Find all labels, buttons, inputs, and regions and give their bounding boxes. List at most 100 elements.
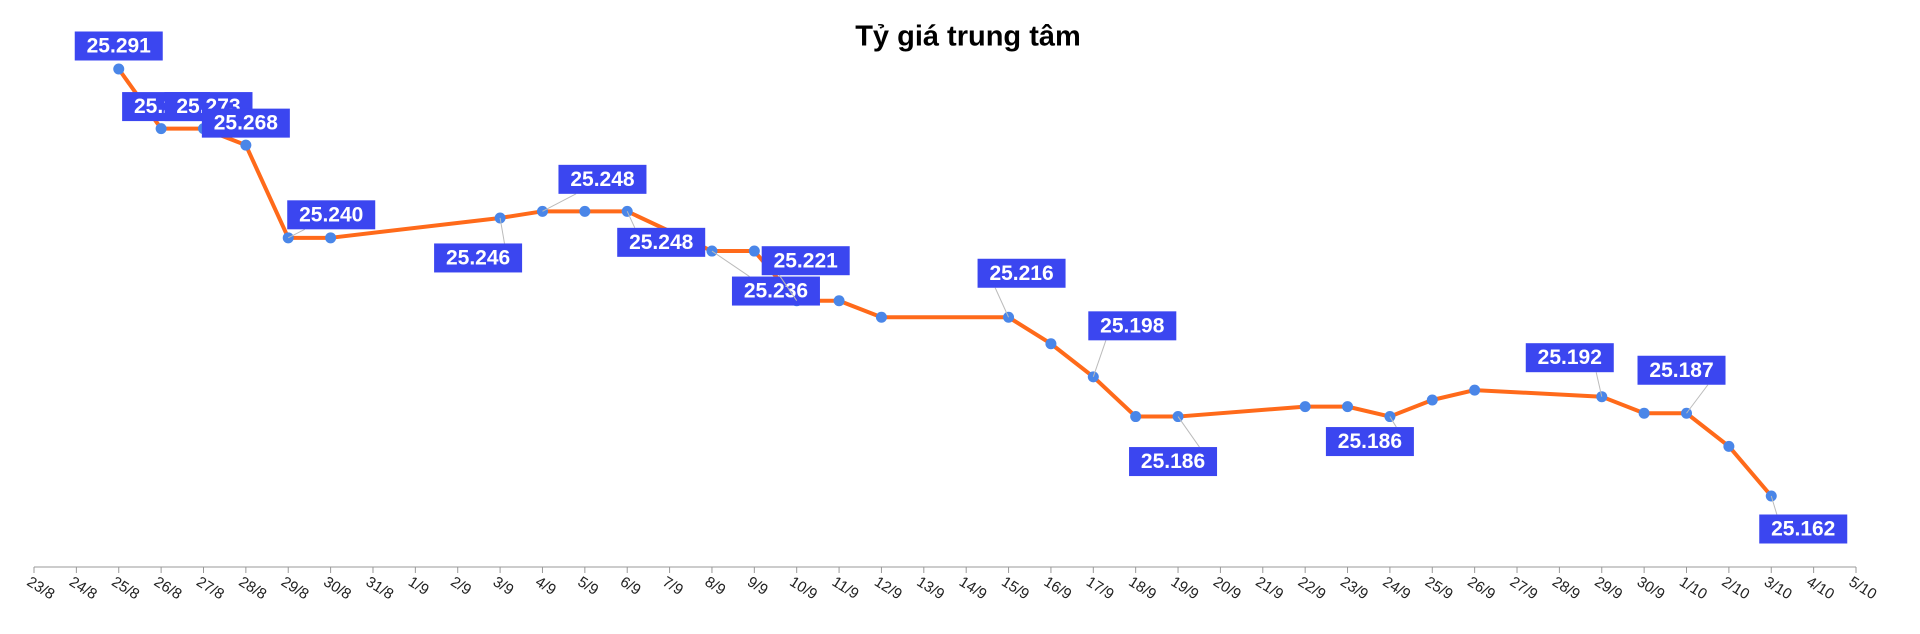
- point: [833, 295, 845, 307]
- x-tick-label: 19/9: [1168, 573, 1202, 603]
- value-label-box: [617, 227, 706, 257]
- value-label-box: [287, 200, 376, 230]
- x-tick-label: 2/10: [1719, 573, 1753, 603]
- x-tick-label: 26/9: [1464, 573, 1498, 603]
- x-tick-label: 30/9: [1634, 573, 1668, 603]
- line-segment: [1387, 398, 1435, 419]
- value-label-box: [977, 258, 1066, 288]
- leader-line: [1092, 340, 1107, 378]
- x-tick-label: 5/9: [575, 573, 602, 598]
- line-segment: [1472, 388, 1604, 399]
- value-label: 25.236: [744, 280, 808, 303]
- x-tick-label: 7/9: [659, 573, 686, 598]
- x-tick-label: 25/9: [1422, 573, 1456, 603]
- value-label: 25.198: [1100, 314, 1165, 337]
- line-segment: [1345, 404, 1392, 419]
- x-tick-label: 4/9: [532, 573, 559, 598]
- x-tick-label: 4/10: [1803, 573, 1837, 603]
- value-label-box: [1637, 355, 1726, 385]
- value-label: 25.186: [1141, 450, 1205, 473]
- x-tick-label: 10/9: [786, 573, 820, 603]
- x-tick-label: 21/9: [1253, 573, 1287, 603]
- value-label-box: [558, 164, 647, 194]
- x-tick-label: 3/9: [490, 573, 517, 598]
- value-label-box: [1325, 427, 1414, 457]
- x-tick-label: 13/9: [914, 573, 948, 603]
- line-segment: [1599, 394, 1647, 416]
- x-tick-label: 6/9: [617, 573, 644, 598]
- point: [748, 245, 760, 257]
- value-label: 25.221: [774, 249, 839, 272]
- value-label: 25.192: [1538, 346, 1602, 369]
- line-segment: [1684, 411, 1731, 449]
- x-tick-label: 18/9: [1125, 573, 1159, 603]
- point: [1469, 384, 1481, 396]
- leader-line: [626, 211, 636, 229]
- point: [579, 205, 591, 217]
- value-label-box: [74, 31, 163, 61]
- point: [1638, 407, 1650, 419]
- x-tick-label: 9/9: [744, 573, 771, 598]
- leader-line: [778, 274, 798, 301]
- value-label: 25.248: [570, 168, 635, 191]
- point: [325, 232, 337, 244]
- leader-line: [1686, 384, 1709, 414]
- x-tick-label: 11/9: [829, 573, 862, 602]
- value-label: 25.216: [989, 262, 1053, 285]
- value-label: 25.291: [87, 35, 152, 58]
- line-segment: [837, 298, 884, 320]
- x-tick-label: 28/9: [1549, 573, 1583, 603]
- x-tick-label: 3/10: [1761, 573, 1795, 603]
- x-tick-label: 1/10: [1676, 573, 1710, 603]
- x-tick-label: 24/9: [1380, 573, 1414, 603]
- value-label-box: [761, 246, 850, 276]
- value-label-box: [1525, 343, 1614, 373]
- leader-line: [499, 217, 505, 244]
- x-tick-label: 30/8: [320, 573, 354, 603]
- x-tick-label: 22/9: [1295, 573, 1329, 603]
- point: [1426, 394, 1438, 406]
- x-tick-label: 8/9: [702, 573, 729, 598]
- value-label: 25.246: [446, 247, 510, 270]
- line-segment: [1726, 444, 1774, 498]
- leader-line: [1770, 495, 1778, 515]
- point: [113, 63, 125, 75]
- x-tick-label: 23/8: [24, 573, 58, 603]
- leader-line: [542, 193, 577, 212]
- value-label: 25.186: [1338, 430, 1402, 453]
- value-label-box: [201, 108, 290, 138]
- x-tick-label: 26/8: [151, 573, 185, 603]
- leader-line: [1177, 416, 1200, 448]
- leader-line: [711, 250, 750, 277]
- line-segment: [1006, 315, 1053, 346]
- x-tick-label: 24/8: [66, 573, 100, 603]
- chart-title: Tỷ giá trung tâm: [855, 21, 1081, 53]
- x-tick-label: 25/8: [109, 573, 143, 603]
- value-label: 25.248: [629, 231, 694, 254]
- x-tick-label: 29/8: [278, 573, 312, 603]
- leader-line: [1389, 416, 1397, 428]
- value-label: 25.162: [1771, 518, 1835, 541]
- x-tick-label: 17/9: [1083, 573, 1117, 603]
- value-label-box: [434, 243, 523, 273]
- point: [240, 139, 252, 151]
- leader-line: [288, 228, 306, 239]
- x-tick-label: 29/9: [1592, 573, 1626, 603]
- x-tick-label: 27/9: [1507, 573, 1541, 603]
- point: [155, 123, 167, 135]
- value-label-box: [1759, 514, 1848, 544]
- line-segment: [1176, 404, 1308, 419]
- leader-line: [1595, 372, 1603, 397]
- x-tick-label: 14/9: [956, 573, 990, 603]
- value-label: 25.268: [214, 112, 279, 135]
- x-tick-label: 23/9: [1337, 573, 1371, 603]
- value-label-box: [1129, 447, 1218, 477]
- x-tick-label: 15/9: [998, 573, 1032, 603]
- point: [1723, 440, 1735, 452]
- value-label: 25.187: [1649, 359, 1713, 382]
- line-segment: [1048, 341, 1096, 379]
- x-tick-label: 16/9: [1041, 573, 1075, 603]
- point: [1045, 338, 1057, 350]
- line-segment: [243, 143, 291, 240]
- x-tick-label: 2/9: [447, 573, 474, 598]
